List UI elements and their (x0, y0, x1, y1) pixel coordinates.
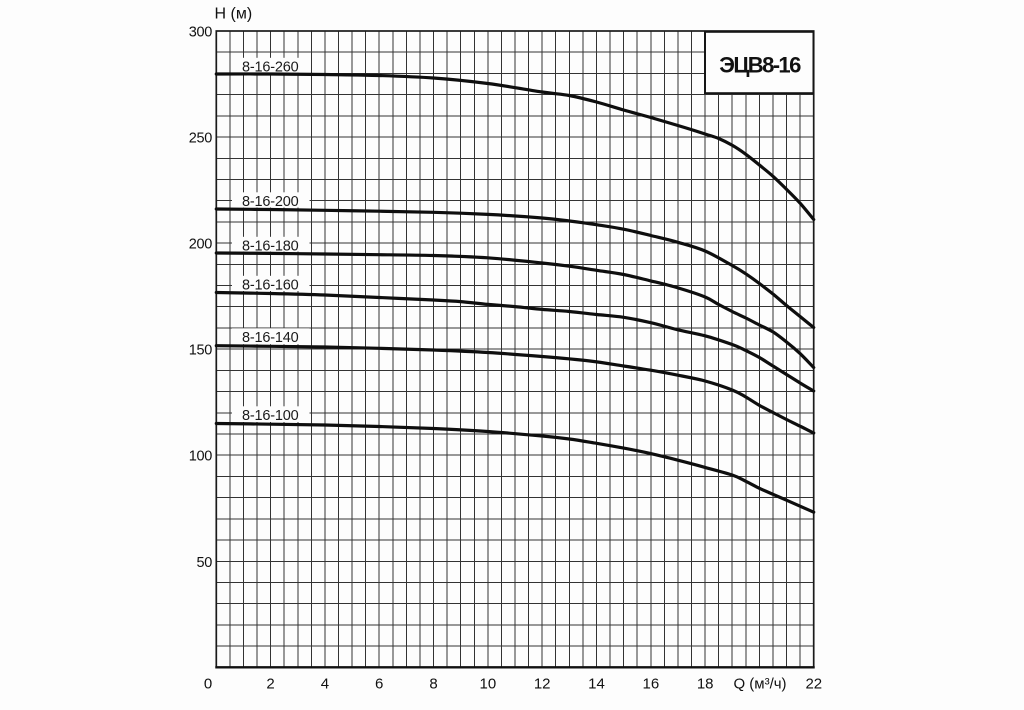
svg-text:18: 18 (697, 676, 714, 693)
svg-text:8: 8 (429, 676, 437, 693)
svg-text:6: 6 (375, 676, 383, 693)
svg-text:200: 200 (189, 237, 213, 253)
svg-text:Q (м³/ч): Q (м³/ч) (733, 676, 786, 693)
svg-text:8-16-100: 8-16-100 (242, 408, 299, 424)
svg-text:8-16-200: 8-16-200 (242, 194, 299, 210)
svg-text:50: 50 (196, 555, 212, 571)
svg-text:150: 150 (189, 343, 213, 359)
svg-text:100: 100 (189, 449, 213, 465)
svg-text:ЭЦВ8-16: ЭЦВ8-16 (719, 53, 801, 78)
svg-text:8-16-180: 8-16-180 (242, 239, 299, 255)
svg-text:4: 4 (321, 676, 329, 693)
svg-text:8-16-260: 8-16-260 (242, 60, 299, 76)
svg-text:8-16-160: 8-16-160 (242, 278, 299, 294)
svg-text:0: 0 (204, 676, 212, 693)
svg-text:22: 22 (805, 676, 822, 693)
svg-text:300: 300 (189, 24, 213, 40)
svg-text:2: 2 (266, 676, 274, 693)
svg-text:10: 10 (480, 676, 497, 693)
svg-text:14: 14 (588, 676, 605, 693)
svg-text:12: 12 (534, 676, 551, 693)
svg-text:H (м): H (м) (215, 5, 253, 22)
svg-text:16: 16 (643, 676, 660, 693)
svg-text:250: 250 (189, 130, 213, 146)
svg-text:8-16-140: 8-16-140 (242, 330, 299, 346)
